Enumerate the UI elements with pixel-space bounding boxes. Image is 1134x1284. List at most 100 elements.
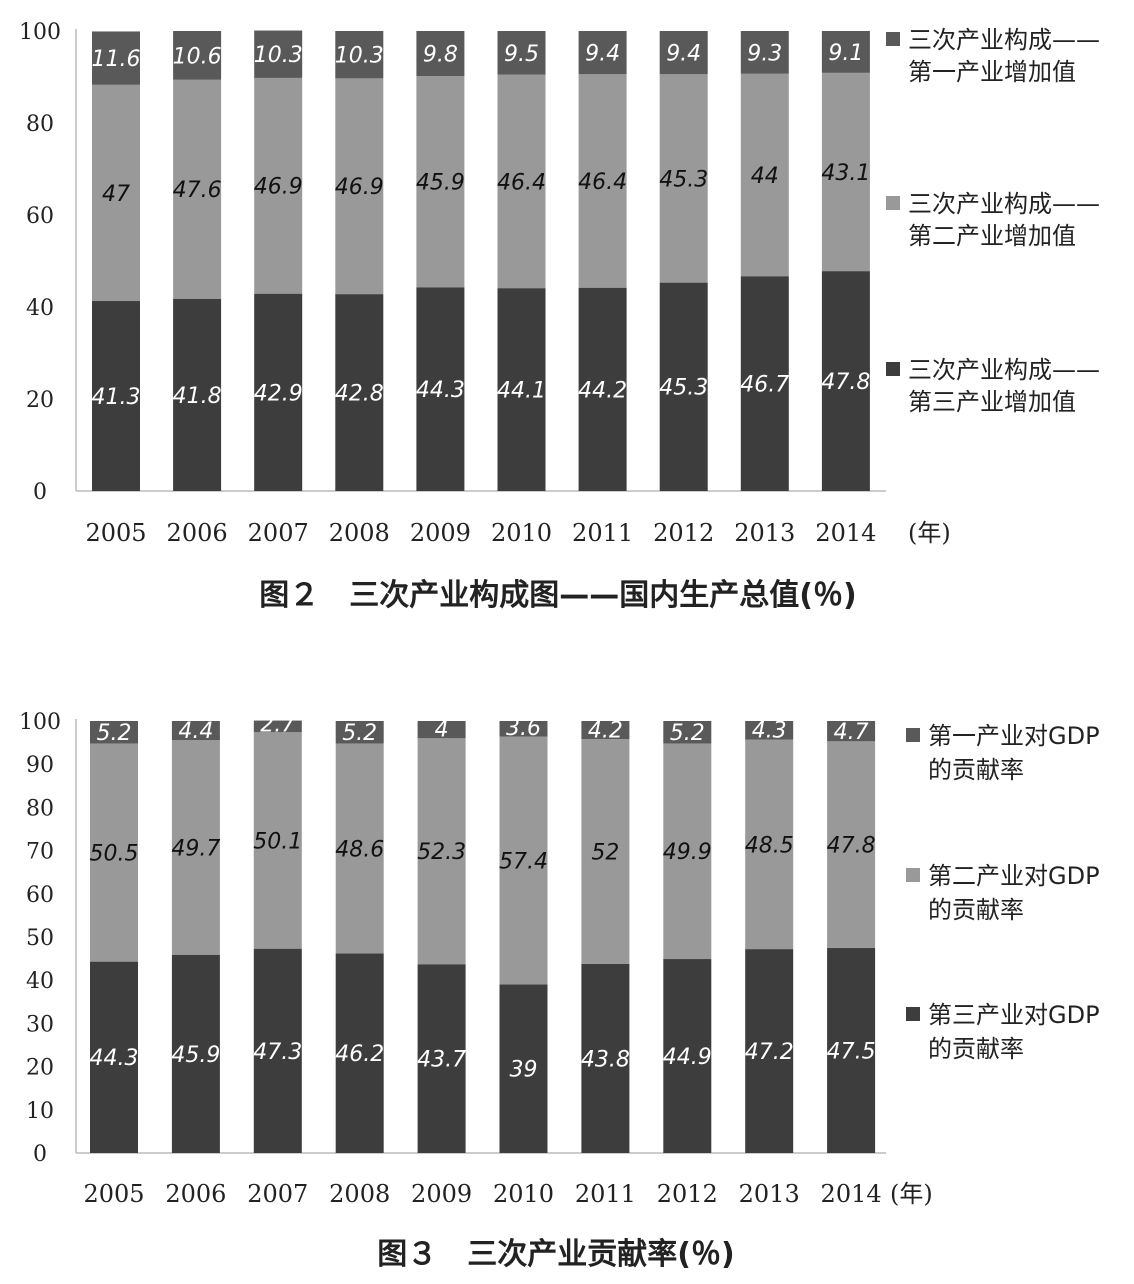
legend-label: 三次产业构成——: [908, 190, 1100, 218]
bar-segment: [497, 74, 546, 289]
data-label: 46.7: [740, 373, 789, 398]
bar-segment: [740, 31, 789, 74]
bar-segment: [253, 948, 302, 1153]
bar-segment: [171, 954, 220, 1153]
data-label: 44: [751, 164, 779, 189]
data-label: 49.7: [171, 836, 220, 861]
legend-label: 第一产业对GDP: [928, 722, 1100, 750]
data-label: 10.3: [335, 44, 384, 69]
bar-segment: [499, 736, 548, 985]
bar-segment: [254, 77, 303, 294]
bar-segment: [335, 78, 384, 295]
bar-segment: [335, 721, 384, 744]
y-tick-label: 70: [26, 840, 54, 865]
bar-segment: [173, 79, 222, 299]
x-tick-label: 2013: [734, 519, 795, 547]
data-label: 9.3: [747, 41, 782, 66]
x-tick-label: 2006: [167, 519, 228, 547]
bar-segment: [416, 31, 465, 77]
x-tick-label: 2005: [83, 1180, 144, 1208]
bar-segment: [417, 964, 466, 1153]
data-label: 46.2: [335, 1042, 384, 1067]
data-label: 5.2: [97, 721, 132, 746]
bar-segment: [578, 74, 627, 288]
data-label: 9.4: [666, 42, 701, 67]
x-tick-label: 2014: [821, 1180, 882, 1208]
data-label: 4: [435, 718, 449, 743]
data-label: 52.3: [417, 840, 466, 865]
bar-segment: [335, 294, 384, 491]
bar-segment: [416, 76, 465, 288]
data-label: 45.9: [416, 171, 465, 196]
bar-segment: [253, 720, 302, 733]
y-tick-label: 80: [26, 112, 54, 137]
data-label: 45.9: [171, 1043, 220, 1068]
x-tick-label: 2008: [329, 519, 390, 547]
data-label: 39: [510, 1058, 538, 1083]
data-label: 47.5: [827, 1039, 876, 1064]
x-tick-label: 2011: [572, 519, 633, 547]
legend-swatch: [886, 196, 900, 210]
bar-segment: [171, 740, 220, 955]
x-tick-label: 2006: [165, 1180, 226, 1208]
bar-segment: [581, 963, 630, 1153]
bar-segment: [254, 293, 303, 491]
legend-label: 三次产业构成——: [908, 26, 1100, 54]
x-tick-label: 2014: [815, 519, 876, 547]
data-label: 41.3: [92, 385, 141, 410]
legend-swatch: [886, 32, 900, 46]
bar-segment: [821, 271, 870, 491]
data-label: 4.7: [834, 720, 869, 745]
bar-segment: [90, 961, 138, 1153]
bar-segment: [417, 738, 466, 965]
data-label: 44.9: [663, 1045, 712, 1070]
data-label: 48.6: [335, 837, 384, 862]
bar-segment: [173, 298, 222, 491]
data-label: 41.8: [173, 384, 222, 409]
y-tick-label: 0: [33, 1142, 47, 1167]
bar-segment: [171, 721, 220, 741]
bar-segment: [499, 984, 548, 1153]
bar-segment: [827, 741, 876, 948]
legend-swatch: [906, 728, 920, 742]
legend-label: 第一产业增加值: [908, 58, 1076, 86]
data-label: 9.8: [423, 42, 458, 67]
data-label: 45.3: [659, 376, 708, 401]
bar-segment: [92, 301, 140, 491]
y-tick-label: 20: [26, 1056, 54, 1081]
data-label: 9.4: [585, 42, 620, 67]
data-label: 2.7: [260, 712, 295, 737]
bar-segment: [497, 288, 546, 491]
bar-segment: [663, 721, 712, 744]
y-tick-label: 50: [26, 926, 54, 951]
x-tick-label: 2010: [491, 519, 552, 547]
data-label: 44.2: [578, 378, 627, 403]
data-label: 4.3: [752, 719, 787, 744]
chart-1: 0 20 40 60 80 100 41.3 47 11.6 2005 41.8 47.6 10.6 20…: [19, 20, 1100, 613]
bar-segment: [745, 721, 794, 740]
bar-segment: [663, 959, 712, 1153]
data-label: 10.3: [254, 43, 303, 68]
bar-segment: [335, 743, 384, 954]
bar-segment: [253, 732, 302, 949]
bar-segment: [173, 31, 222, 80]
y-tick-label: 100: [19, 710, 61, 735]
x-tick-label: 2008: [329, 1180, 390, 1208]
data-label: 47.6: [173, 178, 222, 203]
y-tick-label: 30: [26, 1012, 54, 1037]
bar-segment: [90, 721, 138, 744]
data-label: 57.4: [499, 849, 548, 874]
bar-segment: [335, 953, 384, 1153]
bar-segment: [578, 287, 627, 491]
legend-swatch: [906, 1007, 920, 1021]
legend-label: 三次产业构成——: [908, 356, 1100, 384]
x-tick-label: 2009: [410, 519, 471, 547]
data-label: 43.8: [581, 1047, 630, 1072]
bar-segment: [659, 282, 708, 491]
data-label: 46.9: [335, 175, 384, 200]
legend-label: 第二产业增加值: [908, 222, 1076, 250]
data-label: 42.8: [335, 381, 384, 406]
data-label: 4.2: [588, 718, 623, 743]
legend-label: 的贡献率: [928, 1035, 1024, 1063]
bar-segment: [821, 31, 870, 73]
